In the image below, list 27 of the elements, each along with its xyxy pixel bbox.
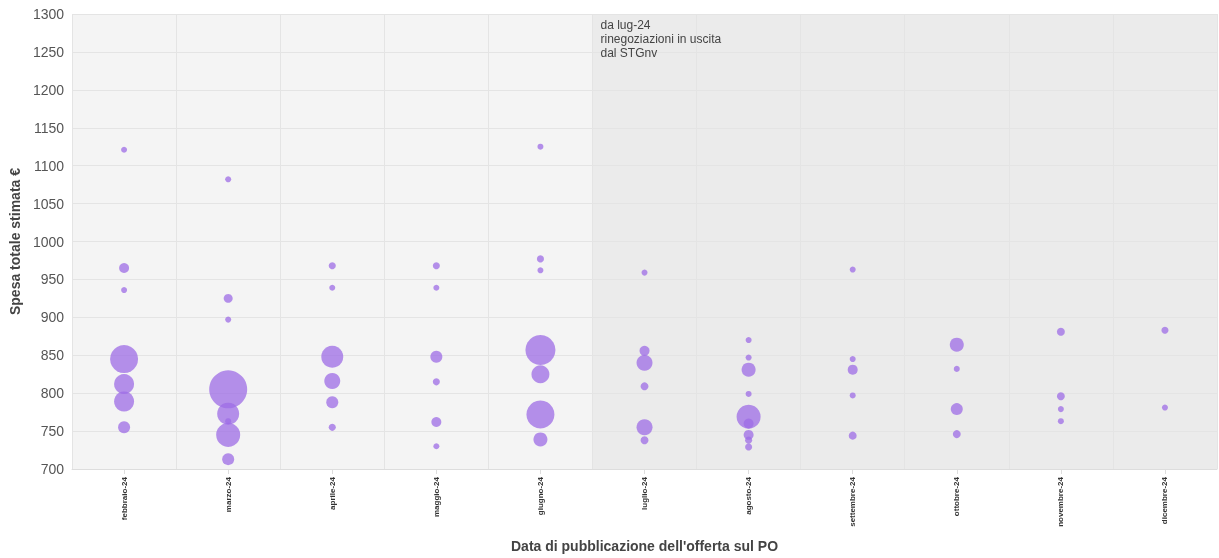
y-tick-label: 1050 [32, 195, 65, 212]
y-tick-label: 1100 [33, 157, 65, 174]
x-tick-label: febbraio-24 [119, 476, 129, 521]
x-tick-label: giugno-24 [535, 476, 545, 516]
y-tick-label: 800 [40, 385, 65, 402]
x-tick-label: marzo-24 [223, 476, 233, 513]
x-tick-label: maggio-24 [431, 476, 441, 518]
y-tick-label: 1200 [32, 81, 65, 98]
y-tick-label: 700 [40, 461, 65, 477]
y-tick-label: 850 [40, 347, 65, 364]
x-axis-title: Data di pubblicazione dell'offerta sul PO [511, 538, 779, 554]
y-tick-label: 950 [40, 271, 65, 288]
x-tick-label: agosto-24 [744, 476, 754, 515]
y-axis-title: Spesa totale stimata € [7, 167, 23, 316]
y-tick-label: 1250 [32, 43, 65, 60]
y-tick-label: 900 [40, 309, 65, 326]
x-tick-label: aprile-24 [327, 476, 337, 510]
x-tick-label: ottobre-24 [952, 476, 962, 517]
x-tick-label: novembre-24 [1056, 476, 1066, 527]
band-label: da lug-24 rinegoziazioni in uscita dal STGnv [600, 18, 725, 60]
x-tick-label: luglio-24 [640, 476, 650, 510]
x-tick-label: dicembre-24 [1160, 476, 1170, 525]
y-tick-label: 1150 [33, 119, 65, 136]
y-tick-label: 1300 [32, 6, 65, 22]
y-tick-label: 750 [40, 423, 65, 440]
x-tick-label: settembre-24 [848, 476, 858, 527]
y-tick-label: 1000 [32, 233, 65, 250]
